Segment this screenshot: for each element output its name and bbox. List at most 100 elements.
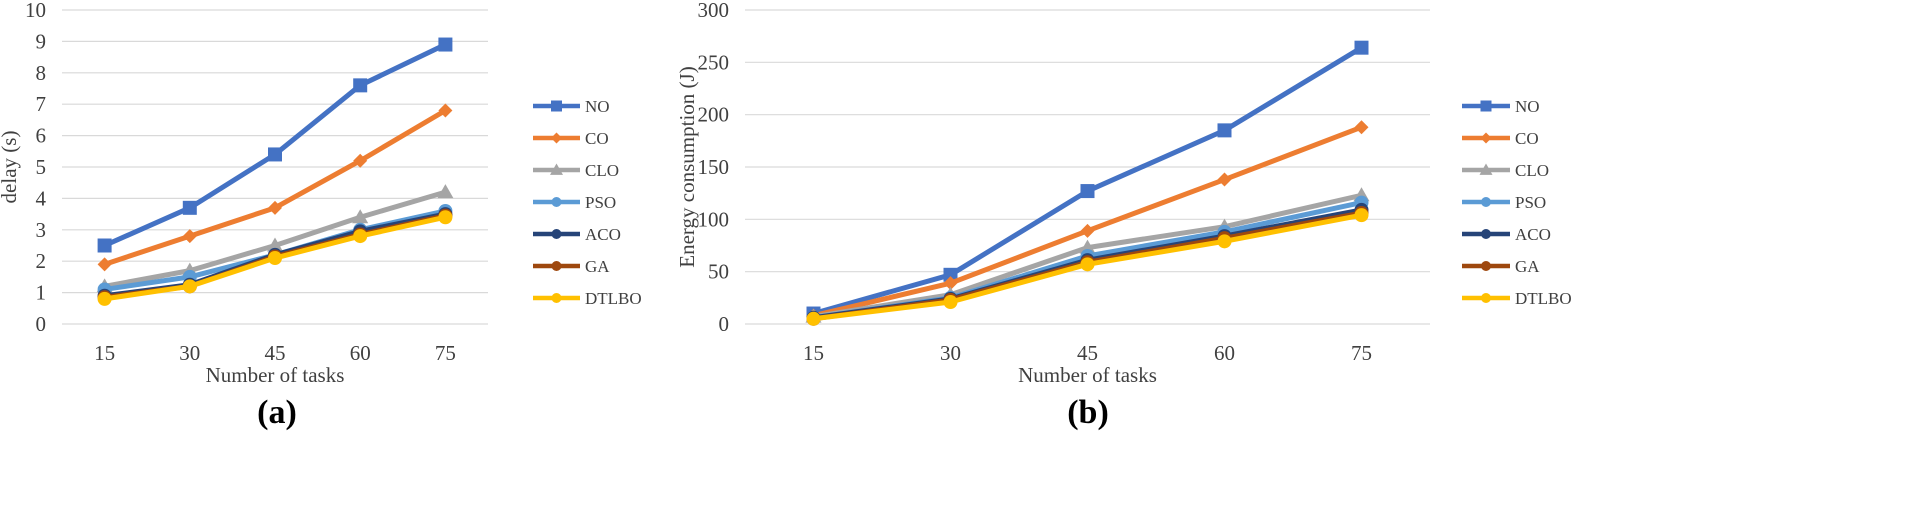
y-tick-label: 5 xyxy=(36,155,47,179)
data-point xyxy=(438,210,453,225)
data-point xyxy=(268,200,282,215)
y-tick-label: 150 xyxy=(698,155,730,179)
data-point xyxy=(1217,172,1232,187)
data-point xyxy=(268,147,282,162)
data-point xyxy=(1080,184,1095,199)
data-point xyxy=(1079,239,1096,254)
data-point xyxy=(1354,120,1369,135)
data-point xyxy=(943,267,958,282)
panel-label: (a) xyxy=(257,394,297,431)
data-point xyxy=(267,237,283,252)
data-point xyxy=(1080,257,1095,272)
legend-label: ACO xyxy=(1515,225,1551,244)
legend-swatch-marker xyxy=(1481,197,1491,207)
y-tick-label: 8 xyxy=(36,61,47,85)
series-co xyxy=(97,103,453,272)
legend-label: ACO xyxy=(585,225,621,244)
legend-swatch-marker xyxy=(550,163,563,175)
legend-label: CLO xyxy=(585,161,619,180)
legend-swatch-marker xyxy=(551,197,562,207)
data-point xyxy=(353,153,368,168)
legend-item-ga: GA xyxy=(533,257,610,276)
y-tick-label: 7 xyxy=(36,92,47,116)
legend-label: NO xyxy=(1515,97,1540,116)
legend: NO CO CLO PSO ACO GA DTLBO xyxy=(1462,97,1572,308)
data-point xyxy=(1217,123,1232,138)
y-tick-label: 250 xyxy=(698,50,730,74)
y-tick-label: 4 xyxy=(36,186,47,210)
series-dtlbo xyxy=(97,210,453,306)
series-line xyxy=(811,45,1364,317)
legend-item-dtlbo: DTLBO xyxy=(533,289,642,308)
legend-label: PSO xyxy=(585,193,616,212)
data-point xyxy=(1354,40,1369,55)
legend-swatch-marker xyxy=(1480,100,1492,112)
data-point xyxy=(438,37,453,52)
legend-swatch-marker xyxy=(551,229,562,239)
y-tick-label: 50 xyxy=(708,260,729,284)
data-point xyxy=(352,209,369,224)
data-point xyxy=(182,279,197,294)
x-tick-label: 60 xyxy=(1214,341,1235,365)
legend-label: PSO xyxy=(1515,193,1546,212)
y-tick-label: 6 xyxy=(36,124,47,148)
y-tick-label: 9 xyxy=(36,29,47,53)
legend-label: NO xyxy=(585,97,610,116)
legend-item-clo: CLO xyxy=(1462,161,1549,180)
legend-swatch-marker xyxy=(551,132,562,144)
legend-item-clo: CLO xyxy=(533,161,619,180)
x-axis-title: Number of tasks xyxy=(206,363,345,387)
y-tick-label: 0 xyxy=(36,312,47,336)
legend-swatch-marker xyxy=(1481,293,1491,303)
x-axis-title: Number of tasks xyxy=(1018,363,1157,387)
legend-swatch-marker xyxy=(1481,229,1491,239)
x-tick-label: 30 xyxy=(179,341,200,365)
data-point xyxy=(943,276,958,291)
y-axis-title: Energy consumption (J) xyxy=(675,66,699,267)
y-tick-label: 300 xyxy=(698,0,730,22)
y-tick-label: 100 xyxy=(698,207,730,231)
data-point xyxy=(1354,208,1369,223)
x-tick-label: 30 xyxy=(940,341,961,365)
data-point xyxy=(182,229,197,244)
series-dtlbo xyxy=(806,208,1369,326)
legend-item-ga: GA xyxy=(1462,257,1540,276)
data-point xyxy=(437,184,454,199)
x-tick-label: 15 xyxy=(803,341,824,365)
series-line xyxy=(102,42,448,248)
data-point xyxy=(182,200,197,215)
y-axis-title: delay (s) xyxy=(0,131,21,204)
x-tick-label: 75 xyxy=(1351,341,1372,365)
series-no xyxy=(97,37,453,253)
data-point xyxy=(97,257,112,272)
legend-swatch-marker xyxy=(551,261,562,271)
data-point xyxy=(353,229,368,244)
data-point xyxy=(97,291,112,306)
x-tick-label: 75 xyxy=(435,341,456,365)
legend-item-pso: PSO xyxy=(1462,193,1546,212)
data-point xyxy=(943,295,958,310)
data-point xyxy=(1080,223,1095,238)
x-tick-label: 60 xyxy=(350,341,371,365)
y-tick-label: 1 xyxy=(36,281,47,305)
x-tick-label: 45 xyxy=(1077,341,1098,365)
legend-swatch-marker xyxy=(1479,163,1493,175)
legend-item-aco: ACO xyxy=(533,225,621,244)
y-tick-label: 2 xyxy=(36,249,47,273)
legend: NO CO CLO PSO ACO GA DTLBO xyxy=(533,97,642,308)
legend-item-co: CO xyxy=(533,129,609,148)
legend-swatch-marker xyxy=(551,100,562,112)
series-clo xyxy=(96,184,454,293)
legend-item-dtlbo: DTLBO xyxy=(1462,289,1572,308)
data-point xyxy=(806,311,821,326)
legend-item-pso: PSO xyxy=(533,193,616,212)
data-point xyxy=(438,103,453,118)
legend-label: CO xyxy=(1515,129,1539,148)
y-tick-label: 3 xyxy=(36,218,47,242)
legend-item-co: CO xyxy=(1462,129,1539,148)
legend-label: DTLBO xyxy=(1515,289,1572,308)
legend-swatch-marker xyxy=(1480,132,1492,144)
legend-item-no: NO xyxy=(533,97,610,116)
